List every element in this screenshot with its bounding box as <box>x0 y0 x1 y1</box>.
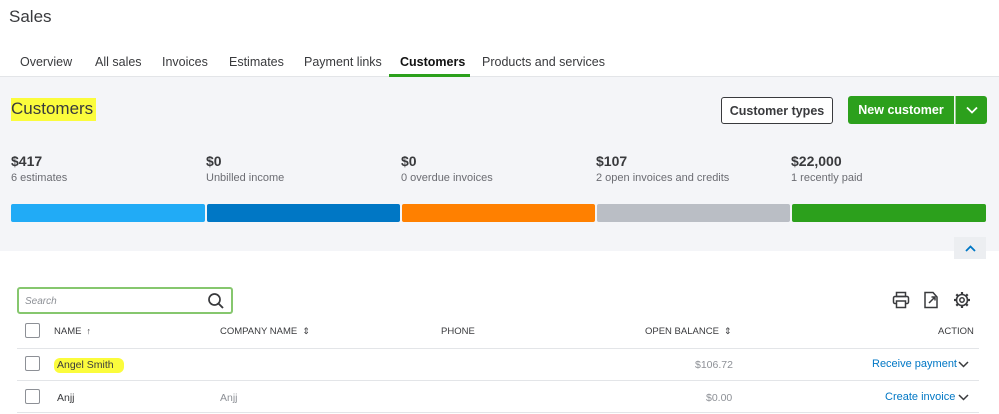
page-title: Sales <box>9 7 52 26</box>
receive-payment-link[interactable]: Receive payment <box>872 358 957 370</box>
tab-invoices[interactable]: Invoices <box>162 55 208 69</box>
column-header-phone: PHONE <box>441 326 475 337</box>
stat-recently-paid[interactable]: $22,000 1 recently paid <box>791 153 863 184</box>
stat-estimates[interactable]: $417 6 estimates <box>11 153 67 184</box>
stat-amount: $22,000 <box>791 153 842 169</box>
tab-products-and-services[interactable]: Products and services <box>482 55 605 69</box>
customers-summary-panel: Customers Customer types New customer $4… <box>0 77 999 259</box>
stat-label: 1 recently paid <box>791 172 863 184</box>
sort-toggle-icon: ⇕ <box>302 326 310 336</box>
search-icon[interactable] <box>207 292 225 310</box>
tab-customers[interactable]: Customers <box>400 55 466 69</box>
header-divider <box>17 348 979 349</box>
customer-types-button[interactable]: Customer types <box>721 97 833 124</box>
column-label: COMPANY NAME <box>220 326 298 337</box>
company-name-cell: Anjj <box>220 392 238 404</box>
stat-open-invoices[interactable]: $107 2 open invoices and credits <box>596 153 729 184</box>
column-header-action: ACTION <box>938 326 974 337</box>
search-box <box>17 287 233 314</box>
stat-label: Unbilled income <box>206 172 285 184</box>
customer-name: Angel Smith <box>54 358 124 373</box>
row-checkbox[interactable] <box>25 389 40 404</box>
new-customer-dropdown-button[interactable] <box>955 96 987 124</box>
row-divider <box>17 412 979 413</box>
stat-label: 6 estimates <box>11 172 68 184</box>
chevron-up-icon <box>964 244 976 252</box>
create-invoice-link[interactable]: Create invoice <box>885 391 956 403</box>
money-bar-open-invoices[interactable] <box>597 204 790 222</box>
search-input[interactable] <box>25 292 205 310</box>
stat-amount: $417 <box>11 153 43 169</box>
stat-unbilled-income[interactable]: $0 Unbilled income <box>206 153 284 184</box>
money-bar-unbilled[interactable] <box>207 204 400 222</box>
export-icon[interactable] <box>922 291 940 309</box>
customer-name-link[interactable]: Angel Smith <box>54 358 124 373</box>
stat-label: 0 overdue invoices <box>401 172 493 184</box>
stat-amount: $107 <box>596 153 628 169</box>
open-balance-cell: $106.72 <box>695 359 733 371</box>
active-tab-indicator <box>389 74 470 77</box>
money-bar-estimates[interactable] <box>11 204 205 222</box>
collapse-panel-button[interactable] <box>954 237 986 259</box>
column-label: NAME <box>54 326 82 337</box>
row-checkbox[interactable] <box>25 356 40 371</box>
tab-estimates[interactable]: Estimates <box>229 55 284 69</box>
select-all-checkbox[interactable] <box>25 323 40 338</box>
stat-amount: $0 <box>401 153 417 169</box>
tab-overview[interactable]: Overview <box>20 55 73 69</box>
column-header-company[interactable]: COMPANY NAME ⇕ <box>220 326 310 337</box>
chevron-down-icon[interactable] <box>958 361 969 368</box>
stat-overdue-invoices[interactable]: $0 0 overdue invoices <box>401 153 493 184</box>
section-title: Customers <box>11 98 97 121</box>
sales-tab-bar: Overview All sales Invoices Estimates Pa… <box>0 50 999 77</box>
stat-amount: $0 <box>206 153 222 169</box>
settings-gear-icon[interactable] <box>953 291 971 309</box>
sort-toggle-icon: ⇕ <box>723 326 732 336</box>
chevron-down-icon <box>965 106 978 114</box>
tab-all-sales[interactable]: All sales <box>95 55 142 69</box>
row-divider <box>17 380 979 381</box>
customer-name-link[interactable]: Anjj <box>57 392 75 404</box>
money-bar-overdue[interactable] <box>402 204 595 222</box>
column-header-open-balance[interactable]: OPEN BALANCE ⇕ <box>645 326 731 337</box>
new-customer-button[interactable]: New customer <box>848 96 954 124</box>
column-header-name[interactable]: NAME ↑ <box>54 326 91 337</box>
tab-payment-links[interactable]: Payment links <box>304 55 382 69</box>
chevron-down-icon[interactable] <box>958 394 969 401</box>
sort-ascending-icon: ↑ <box>86 326 91 336</box>
money-bar-paid[interactable] <box>792 204 986 222</box>
print-icon[interactable] <box>892 291 910 309</box>
stat-label: 2 open invoices and credits <box>596 172 730 184</box>
column-label: OPEN BALANCE <box>645 326 719 337</box>
open-balance-cell: $0.00 <box>706 392 733 404</box>
